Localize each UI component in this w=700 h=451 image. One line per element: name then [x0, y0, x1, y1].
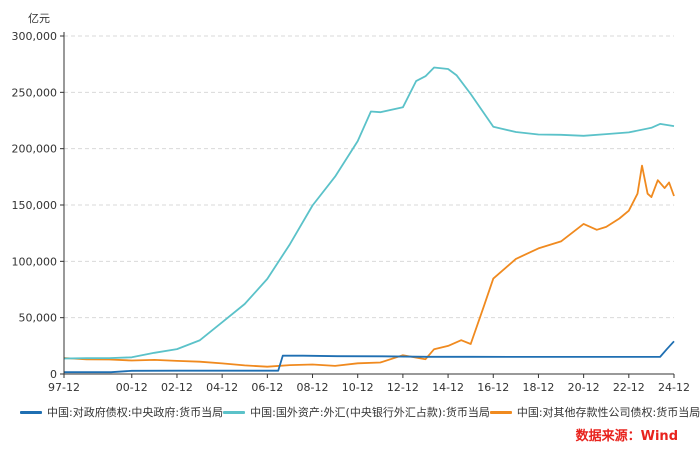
x-tick-label: 12-12	[387, 381, 419, 394]
y-axis-ticks: 0 50,000 100,000 150,000 200,000 250,000 300,0…	[12, 30, 64, 381]
series-line-gov	[64, 340, 675, 374]
y-tick-label: 300,000	[12, 30, 58, 43]
legend-item-fx: 中国:国外资产:外汇(中央银行外汇占款):货币当局	[223, 404, 490, 420]
y-tick-label: 0	[50, 368, 57, 381]
data-source-note: 数据来源：Wind	[575, 429, 678, 444]
x-tick-label: 02-12	[161, 381, 193, 394]
x-tick-label: 24-12	[658, 381, 690, 394]
series-lines	[63, 66, 675, 374]
x-tick-label: 97-12	[48, 381, 80, 394]
x-tick-label: 14-12	[432, 381, 464, 394]
y-axis-unit-label: 亿元	[28, 12, 50, 25]
legend-item-gov: 中国:对政府债权:中央政府:货币当局	[20, 404, 223, 420]
x-tick-label: 00-12	[116, 381, 148, 394]
x-tick-label: 22-12	[613, 381, 645, 394]
x-tick-label: 16-12	[477, 381, 509, 394]
x-tick-label: 20-12	[568, 381, 600, 394]
y-tick-label: 100,000	[12, 255, 58, 268]
x-tick-label: 10-12	[342, 381, 374, 394]
x-tick-label: 04-12	[206, 381, 238, 394]
legend: 中国:对政府债权:中央政府:货币当局 中国:国外资产:外汇(中央银行外汇占款):…	[20, 404, 700, 420]
y-tick-label: 250,000	[12, 86, 58, 99]
legend-item-other: 中国:对其他存款性公司债权:货币当局	[489, 404, 700, 420]
x-tick-label: 08-12	[297, 381, 329, 394]
gridlines	[64, 35, 674, 319]
x-tick-label: 06-12	[251, 381, 283, 394]
line-chart: 亿元 0 50,000 100,000 150,000 200,000 250,000 30…	[12, 12, 690, 394]
x-tick-label: 18-12	[522, 381, 554, 394]
series-line-other	[63, 164, 675, 368]
y-tick-label: 200,000	[12, 143, 58, 156]
legend-swatch-gov	[20, 410, 42, 414]
y-tick-label: 150,000	[12, 199, 58, 212]
legend-label-other: 中国:对其他存款性公司债权:货币当局	[516, 406, 700, 419]
legend-label-gov: 中国:对政府债权:中央政府:货币当局	[47, 406, 224, 419]
legend-label-fx: 中国:国外资产:外汇(中央银行外汇占款):货币当局	[250, 406, 490, 419]
legend-swatch-fx	[223, 410, 246, 414]
legend-swatch-other	[489, 410, 512, 414]
y-tick-label: 50,000	[19, 312, 58, 325]
series-line-fx	[63, 66, 675, 360]
x-axis-ticks: 97-12 00-12 02-12 04-12 06-12 08-12 10-12 12-12…	[48, 374, 690, 394]
